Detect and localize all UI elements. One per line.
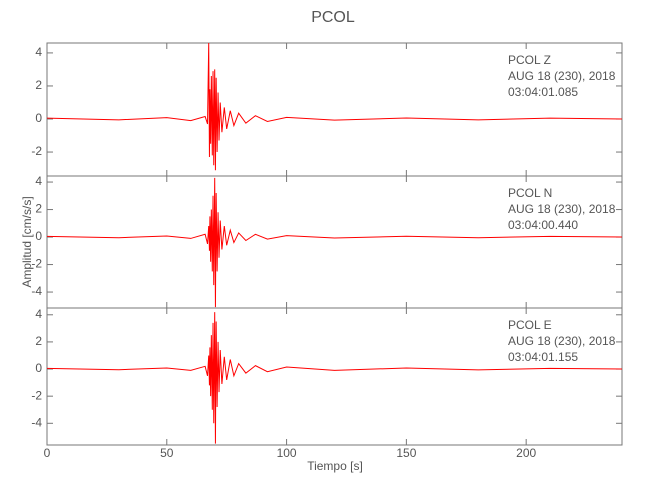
y-tick-label: 0 [35,229,42,243]
annotation: 03:04:00.440 [508,218,578,232]
y-tick-label: -4 [31,284,42,298]
y-tick-label: 0 [35,111,42,125]
waveform [46,42,623,171]
x-tick-label: 150 [396,446,416,460]
x-tick-label: 50 [160,446,174,460]
annotation: AUG 18 (230), 2018 [508,334,616,348]
x-tick-label: 0 [44,446,51,460]
x-axis-label: Tiempo [s] [307,459,363,473]
x-tick-label: 100 [277,446,297,460]
annotation: PCOL E [508,318,552,332]
y-tick-label: 0 [35,361,42,375]
y-tick-label: 2 [35,78,42,92]
x-tick-label: 200 [516,446,536,460]
waveform [46,312,623,444]
y-tick-label: -4 [31,415,42,429]
y-tick-label: 4 [35,307,42,321]
annotation: AUG 18 (230), 2018 [508,69,616,83]
annotation: 03:04:01.155 [508,350,578,364]
y-tick-label: 2 [35,334,42,348]
annotation: PCOL Z [508,53,551,67]
panel-frame [46,307,623,446]
waveform [46,177,623,308]
annotation: PCOL N [508,186,552,200]
y-tick-label: 2 [35,202,42,216]
y-tick-label: -2 [31,144,42,158]
annotation: 03:04:01.085 [508,85,578,99]
y-tick-label: 4 [35,174,42,188]
y-tick-label: -2 [31,257,42,271]
y-axis-label: Amplitud [cm/s/s] [20,196,34,287]
annotation: AUG 18 (230), 2018 [508,202,616,216]
y-tick-label: -2 [31,388,42,402]
y-tick-label: 4 [35,45,42,59]
chart-title: PCOL [311,9,355,26]
